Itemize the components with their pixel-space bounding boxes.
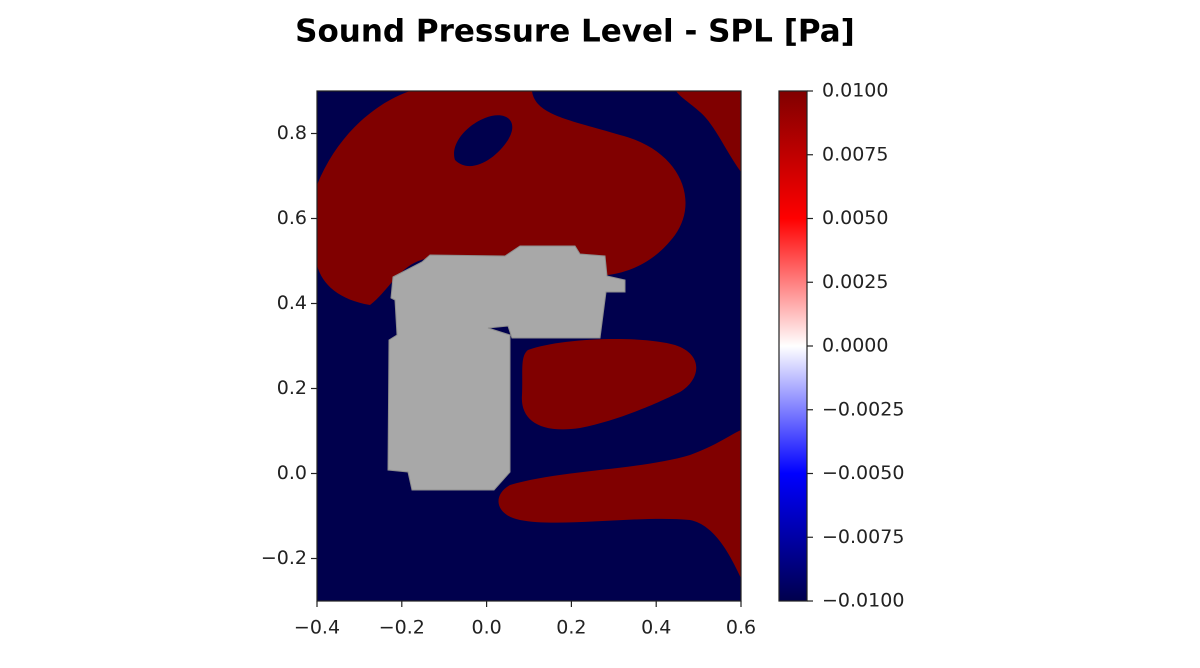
y-tick-label: 0.0	[277, 462, 307, 484]
colorbar-tick-label: 0.0075	[822, 143, 888, 165]
y-tick-label: 0.6	[277, 207, 307, 229]
y-tick-label: −0.2	[261, 547, 307, 569]
field-region	[317, 91, 686, 305]
plot-frame	[316, 90, 742, 602]
x-tick-label: 0.4	[641, 617, 671, 639]
colorbar-tick-label: −0.0025	[822, 398, 904, 420]
colorbar	[778, 90, 808, 602]
field	[317, 91, 741, 601]
x-tick-label: −0.4	[294, 617, 340, 639]
field-region	[676, 91, 741, 172]
chart-title: Sound Pressure Level - SPL [Pa]	[295, 14, 855, 50]
x-tick-label: −0.2	[379, 617, 425, 639]
colorbar-tick-label: 0.0100	[822, 80, 888, 102]
motor-model	[387, 245, 626, 491]
colorbar-tick-label: −0.0050	[822, 462, 904, 484]
colorbar-tick-label: 0.0050	[822, 207, 888, 229]
colorbar-tick-label: −0.0075	[822, 526, 904, 548]
x-tick-label: 0.6	[726, 617, 756, 639]
y-tick-label: 0.8	[277, 122, 307, 144]
y-tick-label: 0.4	[277, 292, 307, 314]
colorbar-tick-label: 0.0000	[822, 335, 888, 357]
x-tick-label: 0.0	[471, 617, 501, 639]
field-region	[498, 430, 741, 578]
colorbar-tick-label: 0.0025	[822, 271, 888, 293]
y-tick-label: 0.2	[277, 377, 307, 399]
colorbar-tick-label: −0.0100	[822, 590, 904, 612]
field-region	[521, 338, 697, 430]
x-tick-label: 0.2	[556, 617, 586, 639]
